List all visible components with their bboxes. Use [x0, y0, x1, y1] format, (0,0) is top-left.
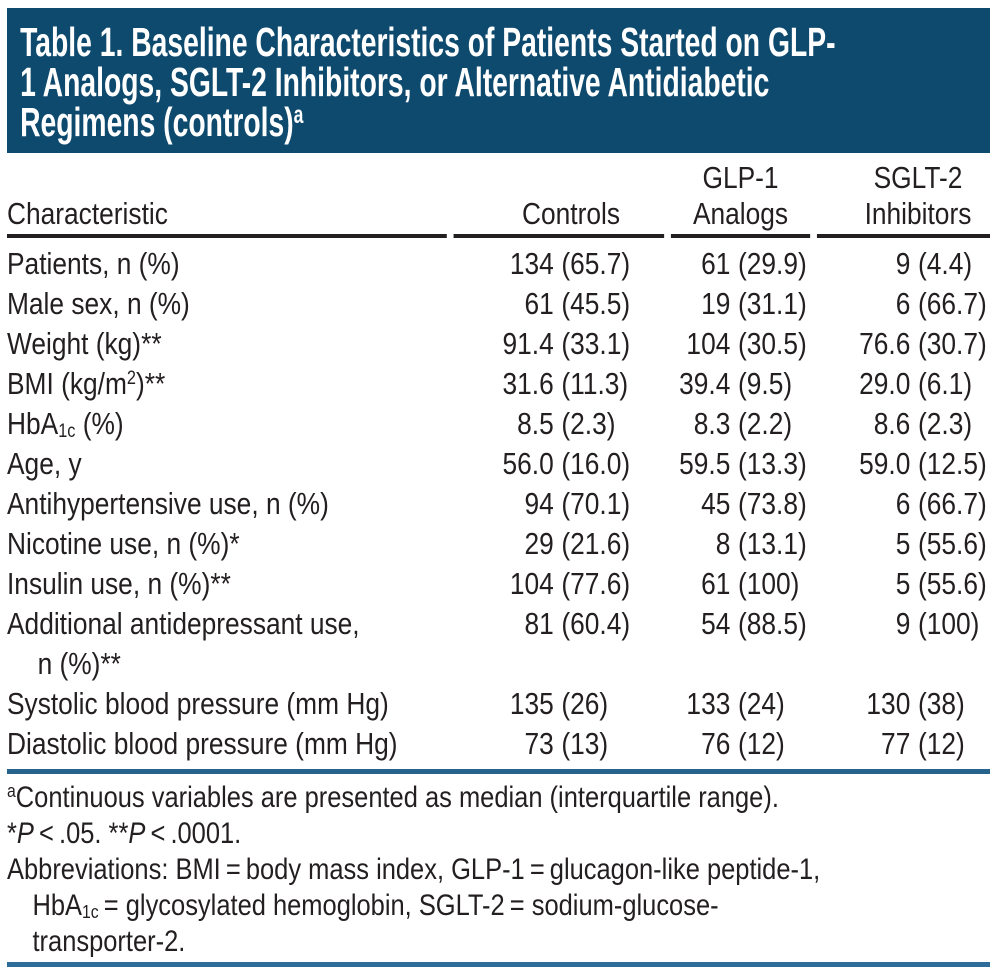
row-label: Patients, n (%)	[7, 246, 180, 281]
value-cell-sglt2-inhibitors: 9 (4.4)	[895, 246, 973, 281]
table-row: Systolic blood pressure (mm Hg) 135 (26) 13…	[7, 684, 990, 724]
column-header-controls: Controls	[453, 156, 665, 238]
table-row: HbA1c (%) 8.5 (2.3) 8.3 (2.2) 8.6 (2.3)	[7, 404, 990, 444]
row-label: Systolic blood pressure (mm Hg)	[7, 686, 389, 721]
value-cell-sglt2-inhibitors: 130 (38)	[866, 686, 965, 721]
column-header-characteristic: Characteristic	[7, 156, 447, 238]
value-cell-glp1-analogs: 61 (100)	[701, 566, 800, 601]
value-cell-sglt2-inhibitors: 6 (66.7)	[895, 286, 987, 321]
value-cell-sglt2-inhibitors: 59.0 (12.5)	[859, 446, 987, 481]
value-cell-glp1-analogs: 8 (13.1)	[715, 526, 807, 561]
table-row: Weight (kg)** 91.4 (33.1) 104 (30.5) 76.6 (30.…	[7, 324, 990, 364]
value-cell-glp1-analogs: 8.3 (2.2)	[693, 406, 793, 441]
column-header-glp1-analogs: GLP-1 Analogs	[670, 156, 811, 238]
value-cell-glp1-analogs: 133 (24)	[686, 686, 785, 721]
header-row: Characteristic Controls GLP-1 Analogs SGLT-2…	[7, 156, 990, 238]
row-label: Insulin use, n (%)**	[7, 566, 231, 601]
table-body-area: Characteristic Controls GLP-1 Analogs SGLT-2…	[7, 156, 990, 967]
row-label: Additional antidepressant use, n (%)**	[7, 606, 360, 681]
value-cell-glp1-analogs: 45 (73.8)	[701, 486, 807, 521]
row-label: Antihypertensive use, n (%)	[7, 486, 329, 521]
value-cell-sglt2-inhibitors: 8.6 (2.3)	[873, 406, 973, 441]
table-bottom-rule	[7, 769, 990, 774]
table-row: Insulin use, n (%)** 104 (77.6) 61 (100) 5 (55…	[7, 564, 990, 604]
value-cell-controls: 104 (77.6)	[509, 566, 631, 601]
value-cell-sglt2-inhibitors: 9 (100)	[895, 606, 980, 641]
value-cell-glp1-analogs: 76 (12)	[701, 726, 785, 761]
table-row: Patients, n (%) 134 (65.7) 61 (29.9) 9 (4.4)	[7, 238, 990, 284]
value-cell-controls: 94 (70.1)	[524, 486, 631, 521]
table-row: Antihypertensive use, n (%) 94 (70.1) 45 (73…	[7, 484, 990, 524]
footnote-pvalues: *P < .05. **P < .0001.	[7, 817, 242, 850]
value-cell-controls: 56.0 (16.0)	[502, 446, 631, 481]
row-label: Male sex, n (%)	[7, 286, 190, 321]
value-cell-glp1-analogs: 59.5 (13.3)	[679, 446, 807, 481]
value-cell-sglt2-inhibitors: 5 (55.6)	[895, 566, 987, 601]
table-figure: Table 1. Baseline Characteristics of Pat…	[0, 8, 997, 967]
table-title: Table 1. Baseline Characteristics of Pat…	[20, 19, 836, 145]
value-cell-glp1-analogs: 19 (31.1)	[701, 286, 807, 321]
table-row: Diastolic blood pressure (mm Hg) 73 (13) 76…	[7, 724, 990, 764]
row-label: Diastolic blood pressure (mm Hg)	[7, 726, 398, 761]
value-cell-controls: 91.4 (33.1)	[502, 326, 631, 361]
value-cell-glp1-analogs: 39.4 (9.5)	[679, 366, 793, 401]
value-cell-controls: 135 (26)	[509, 686, 609, 721]
table-row: Age, y 56.0 (16.0) 59.5 (13.3) 59.0 (12.5)	[7, 444, 990, 484]
footnotes-block: aContinuous variables are presented as m…	[7, 780, 990, 960]
footnote-abbreviations: Abbreviations: BMI = body mass index, GL…	[7, 853, 821, 958]
value-cell-controls: 73 (13)	[524, 726, 609, 761]
value-cell-glp1-analogs: 61 (29.9)	[701, 246, 807, 281]
value-cell-controls: 8.5 (2.3)	[517, 406, 616, 441]
row-label: HbA1c (%)	[7, 406, 124, 443]
value-cell-controls: 29 (21.6)	[524, 526, 631, 561]
row-label: Weight (kg)**	[7, 326, 162, 361]
table-row: Additional antidepressant use, n (%)** 81(…	[7, 604, 990, 684]
value-cell-sglt2-inhibitors: 76.6 (30.7)	[859, 326, 987, 361]
row-label: Nicotine use, n (%)*	[7, 526, 240, 561]
value-cell-controls: 134 (65.7)	[509, 246, 631, 281]
value-cell-controls: 61 (45.5)	[524, 286, 631, 321]
baseline-characteristics-table: Characteristic Controls GLP-1 Analogs SGLT-2…	[7, 156, 990, 764]
value-cell-sglt2-inhibitors: 29.0 (6.1)	[859, 366, 973, 401]
value-cell-sglt2-inhibitors: 77 (12)	[881, 726, 965, 761]
value-cell-glp1-analogs: 104 (30.5)	[686, 326, 807, 361]
table-row: BMI (kg/m2)** 31.6 (11.3) 39.4 (9.5) 29.0 (6.1…	[7, 364, 990, 404]
table-row: Male sex, n (%) 61 (45.5) 19 (31.1) 6 (66.7)	[7, 284, 990, 324]
table-title-banner: Table 1. Baseline Characteristics of Pat…	[7, 8, 990, 153]
figure-bottom-rule	[7, 962, 990, 967]
row-label: Age, y	[7, 446, 82, 481]
value-cell-sglt2-inhibitors: 6 (66.7)	[895, 486, 987, 521]
row-label: BMI (kg/m2)**	[7, 366, 166, 401]
column-header-sglt2-inhibitors: SGLT-2 Inhibitors	[816, 156, 990, 238]
value-cell-controls: 31.6 (11.3)	[502, 366, 629, 401]
table-row: Nicotine use, n (%)* 29 (21.6) 8 (13.1) 5 (55.…	[7, 524, 990, 564]
value-cell-sglt2-inhibitors: 5 (55.6)	[895, 526, 987, 561]
footnote-a: aContinuous variables are presented as m…	[7, 780, 779, 814]
value-cell-glp1-analogs: 54 (88.5)	[701, 606, 807, 641]
value-cell-controls: 81 (60.4)	[524, 606, 631, 641]
